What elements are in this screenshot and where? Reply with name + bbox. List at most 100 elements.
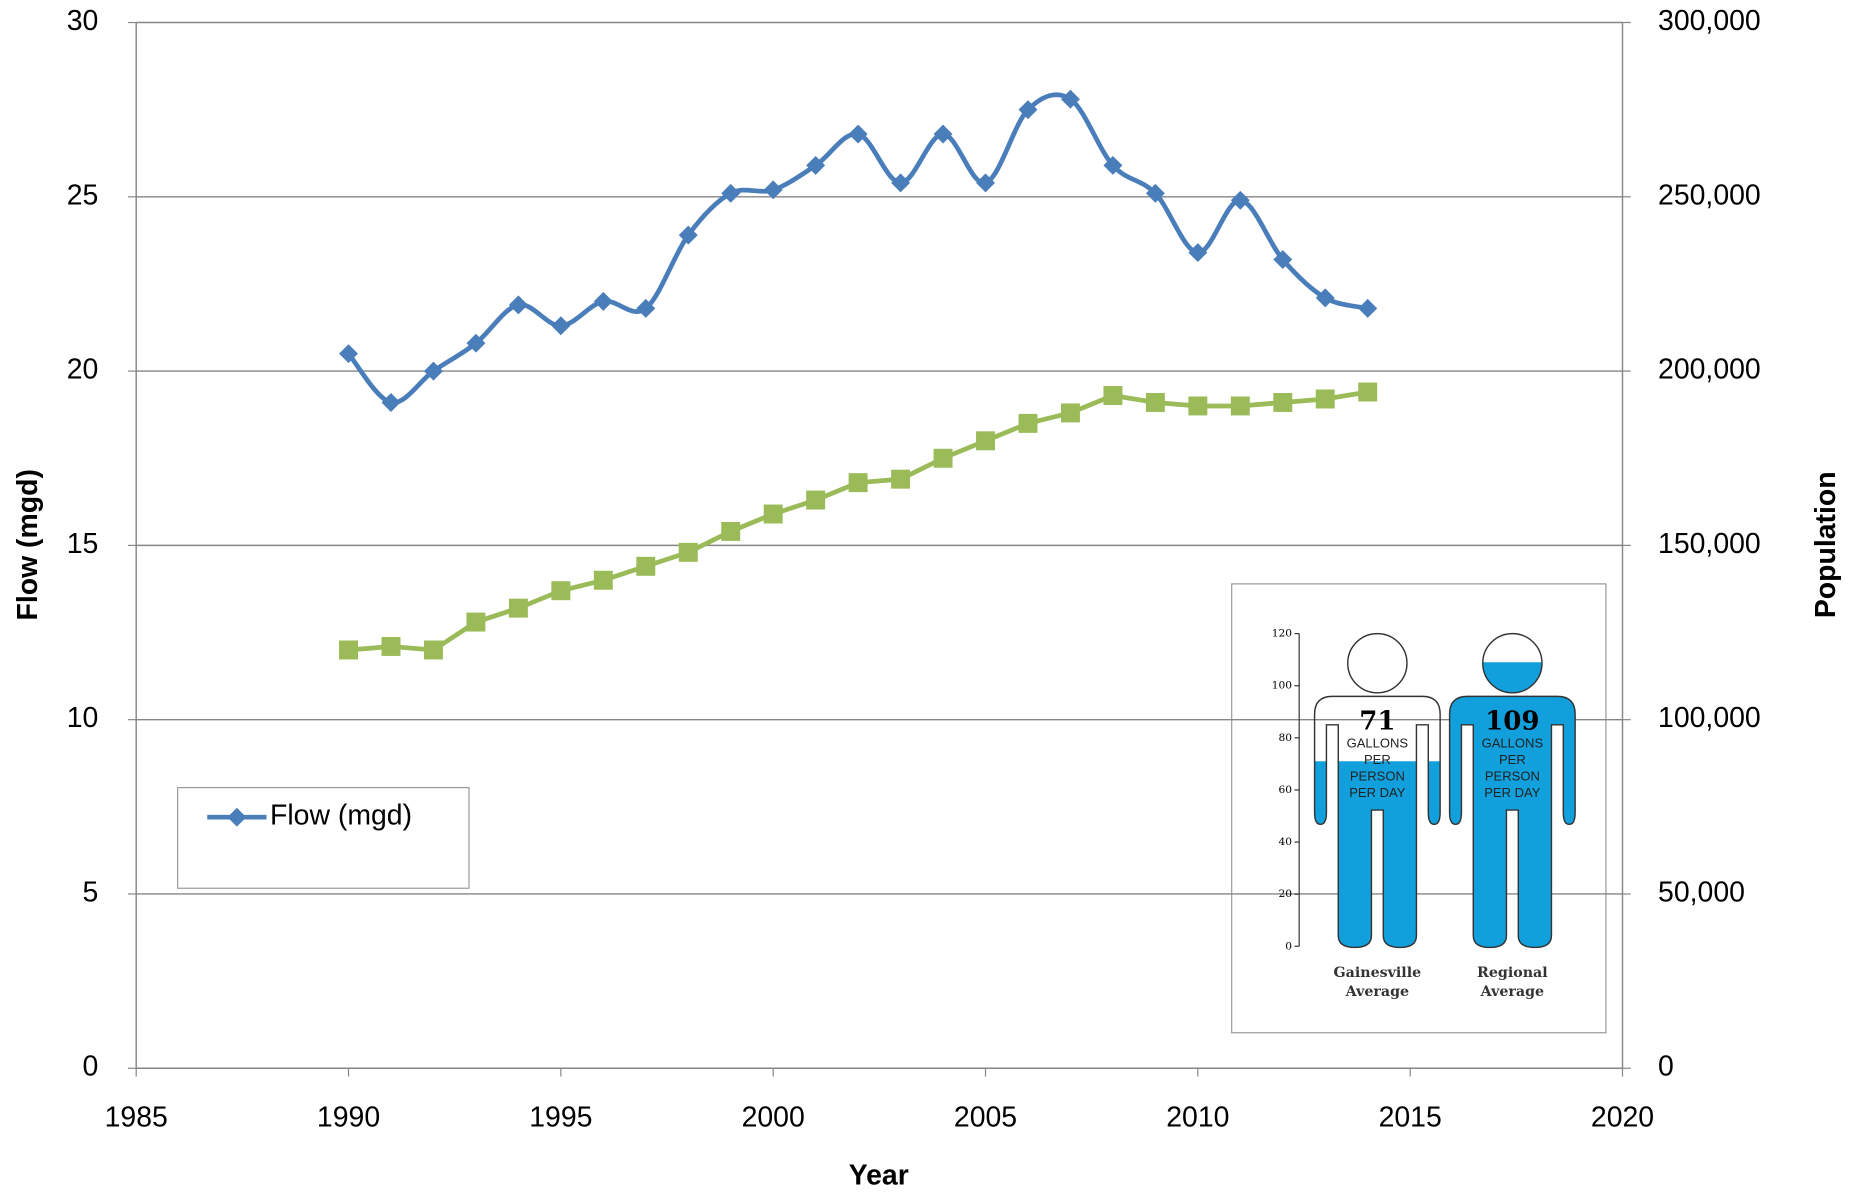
x-tick-label: 2005 [954, 1102, 1017, 1134]
head-outline [1347, 632, 1408, 694]
y2-tick-label: 150,000 [1658, 528, 1761, 560]
marker [721, 521, 741, 541]
marker [1315, 389, 1335, 409]
inset-tick-label: 0 [1285, 939, 1292, 952]
marker [423, 361, 443, 381]
figure-outline [1313, 695, 1441, 949]
marker [1188, 396, 1208, 416]
value-label: 71 [1359, 706, 1395, 736]
figure [1448, 632, 1576, 949]
y-tick-label: 25 [67, 179, 99, 211]
marker [1145, 183, 1165, 203]
y-tick-label: 10 [67, 702, 99, 734]
inset-tick-label: 100 [1272, 679, 1293, 692]
marker [339, 640, 359, 660]
marker [976, 431, 995, 451]
x-tick-label: 1995 [529, 1102, 592, 1134]
marker [848, 473, 868, 493]
value-label: 109 [1485, 706, 1539, 736]
marker [593, 570, 613, 590]
marker [1060, 403, 1080, 423]
marker [508, 295, 528, 315]
y2-tick-label: 50,000 [1658, 876, 1745, 908]
value-note: GALLONS PER PERSON PER DAY [1481, 736, 1544, 801]
marker [466, 333, 486, 353]
legend-box [177, 786, 470, 889]
series-line [348, 389, 1369, 653]
marker [1103, 386, 1123, 405]
y-axis-title: Flow (mgd) [12, 469, 44, 620]
marker [933, 124, 953, 144]
value-note-box: GALLONS PER PERSON PER DAY [1481, 736, 1544, 801]
marker [806, 490, 826, 510]
marker [636, 298, 656, 318]
marker [1060, 89, 1080, 109]
y-tick-label: 0 [82, 1051, 98, 1083]
y-tick-label: 20 [67, 354, 99, 386]
marker [1018, 413, 1038, 433]
category-label: Regional Average [1477, 964, 1548, 1000]
marker [551, 316, 571, 336]
x-tick-label: 2010 [1166, 1102, 1229, 1134]
category-label: Gainesville Average [1333, 964, 1422, 1000]
marker [763, 504, 783, 524]
category-label-box: Gainesville Average [1333, 964, 1422, 1000]
marker [678, 225, 698, 245]
y2-tick-label: 100,000 [1658, 702, 1761, 734]
marker [466, 612, 486, 632]
marker [848, 124, 868, 144]
y-tick-label: 5 [82, 876, 98, 908]
inset-tick-label: 40 [1279, 835, 1293, 848]
x-axis-title: Year [849, 1160, 909, 1192]
value-note: GALLONS PER PERSON PER DAY [1346, 736, 1409, 801]
marker [1358, 298, 1378, 318]
legend-label: Flow (mgd) [270, 800, 412, 832]
marker [1315, 288, 1335, 308]
head-outline [1482, 632, 1543, 694]
y2-tick-label: 0 [1658, 1051, 1674, 1083]
y2-tick-label: 300,000 [1658, 5, 1761, 37]
marker [508, 598, 528, 618]
x-tick-label: 1990 [317, 1102, 380, 1134]
x-tick-label: 2000 [742, 1102, 805, 1134]
marker [933, 448, 953, 468]
marker [891, 469, 911, 489]
marker [763, 180, 783, 200]
marker [1018, 100, 1038, 120]
marker [381, 392, 401, 412]
inset-tick-label: 60 [1279, 783, 1293, 796]
marker [1103, 155, 1123, 175]
marker [1230, 190, 1250, 210]
inset-tick-label: 80 [1279, 731, 1293, 744]
inset-tick-label: 20 [1279, 887, 1293, 900]
head-fill [1482, 662, 1542, 693]
category-label-box: Regional Average [1477, 964, 1548, 1000]
marker [678, 542, 698, 562]
value-note-box: GALLONS PER PERSON PER DAY [1346, 736, 1409, 801]
marker [1358, 382, 1378, 402]
marker [339, 344, 359, 364]
x-tick-label: 2015 [1379, 1102, 1442, 1134]
marker [891, 173, 911, 193]
marker [381, 637, 401, 656]
marker [593, 291, 613, 311]
x-tick-label: 2020 [1591, 1102, 1654, 1134]
figure-fill [1449, 696, 1576, 948]
y-tick-label: 15 [67, 528, 99, 560]
inset-tick-label: 120 [1272, 627, 1293, 640]
marker [1273, 392, 1293, 412]
figure-fill [1314, 761, 1441, 948]
marker [227, 807, 247, 827]
figure [1313, 632, 1441, 949]
y2-tick-label: 250,000 [1658, 179, 1761, 211]
marker [1145, 392, 1165, 412]
marker [806, 155, 826, 175]
marker [976, 173, 995, 193]
y2-axis-title: Population [1810, 471, 1842, 618]
y2-tick-label: 200,000 [1658, 354, 1761, 386]
marker [721, 183, 741, 203]
marker [636, 556, 656, 576]
x-tick-label: 1985 [105, 1102, 168, 1134]
